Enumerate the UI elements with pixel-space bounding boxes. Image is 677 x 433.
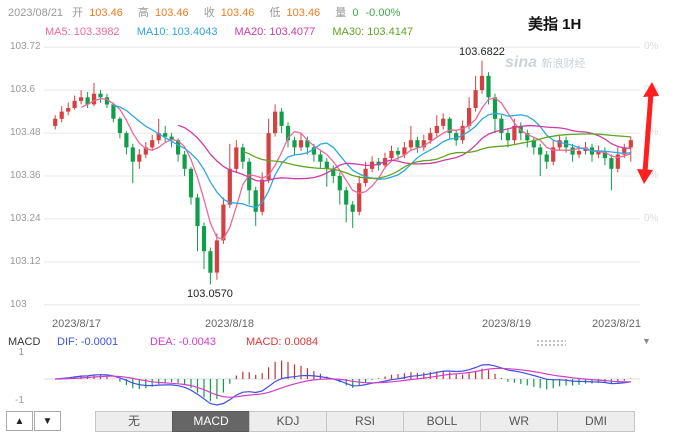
macd-y-bottom-label: -1 — [15, 395, 24, 406]
indicator-dropdown-icon[interactable]: ▼ — [642, 336, 651, 346]
indicator-tabbar: 无 MACD KDJ RSI BOLL WR DMI — [95, 411, 635, 432]
x-axis-label: 2023/8/19 — [482, 318, 531, 330]
tab-none[interactable]: 无 — [95, 411, 173, 432]
y-axis-label: 103.6 — [10, 84, 36, 95]
high-price-annotation: 103.6822 — [459, 46, 505, 58]
low-price-annotation: 103.0570 — [187, 288, 233, 300]
low-label: 低 — [269, 7, 281, 19]
ma30-legend: MA30: 103.4147 — [332, 26, 414, 38]
y-axis-label: 103.48 — [10, 127, 41, 138]
x-axis-label: 2023/8/18 — [205, 318, 254, 330]
sina-watermark: sina 新浪财经 — [505, 54, 585, 72]
dif-value: DIF: -0.0001 — [57, 336, 119, 348]
low-value: 103.46 — [286, 7, 321, 19]
macd-y-top-label: 1 — [18, 347, 24, 358]
macd-panel-name: MACD — [8, 336, 41, 348]
sina-logo-text: sina — [505, 54, 538, 71]
right-axis-label: 0% — [644, 127, 659, 138]
pattern-selector-icon[interactable] — [536, 339, 566, 348]
volume-value: 0 — [352, 7, 359, 19]
close-value: 103.46 — [220, 7, 255, 19]
volume-label: 量 — [335, 7, 347, 19]
scroll-up-button[interactable]: ▲ — [6, 411, 33, 431]
y-axis-label: 103.72 — [10, 41, 41, 52]
open-label: 开 — [72, 7, 84, 19]
open-value: 103.46 — [89, 7, 123, 19]
tab-wr[interactable]: WR — [480, 411, 558, 432]
close-label: 收 — [203, 7, 215, 19]
x-axis-label: 2023/8/21 — [592, 318, 641, 330]
y-axis-label: 103.12 — [10, 256, 41, 267]
right-axis-label: 0% — [644, 170, 659, 181]
tab-dmi[interactable]: DMI — [557, 411, 635, 432]
ma5-legend: MA5: 103.3982 — [45, 26, 120, 38]
high-value: 103.46 — [154, 7, 189, 19]
ma20-legend: MA20: 103.4077 — [234, 26, 316, 38]
right-axis-label: 0% — [644, 213, 659, 224]
y-axis-label: 103.36 — [10, 170, 41, 181]
macd-value: MACD: 0.0084 — [246, 336, 319, 348]
quote-date: 2023/08/21 — [8, 7, 64, 19]
ma10-legend: MA10: 103.4043 — [136, 26, 218, 38]
right-axis-label: 0% — [644, 41, 659, 52]
y-axis-label: 103.24 — [10, 213, 41, 224]
x-axis-label: 2023/8/17 — [52, 318, 101, 330]
tab-rsi[interactable]: RSI — [326, 411, 404, 432]
ma-legend: MA5: 103.3982 MA10: 103.4043 MA20: 103.4… — [45, 26, 427, 38]
macd-legend-row: MACD DIF: -0.0001 DEA: -0.0043 MACD: 0.0… — [0, 336, 677, 349]
dea-value: DEA: -0.0043 — [150, 336, 217, 348]
quote-header: 2023/08/21 开 103.46 高 103.46 收 103.46 低 … — [8, 4, 404, 20]
chart-title: 美指 1H — [528, 16, 582, 33]
bottom-toolbar: ▲ ▼ 无 MACD KDJ RSI BOLL WR DMI — [0, 411, 677, 433]
sina-cn-text: 新浪财经 — [541, 58, 586, 70]
high-label: 高 — [137, 7, 149, 19]
tab-kdj[interactable]: KDJ — [249, 411, 327, 432]
red-arrow-annotation — [637, 82, 659, 184]
scroll-down-button[interactable]: ▼ — [34, 411, 61, 431]
tab-boll[interactable]: BOLL — [403, 411, 481, 432]
tab-macd[interactable]: MACD — [172, 411, 250, 432]
y-axis-label: 103 — [10, 299, 27, 310]
change-percent: -0.00% — [365, 7, 401, 19]
